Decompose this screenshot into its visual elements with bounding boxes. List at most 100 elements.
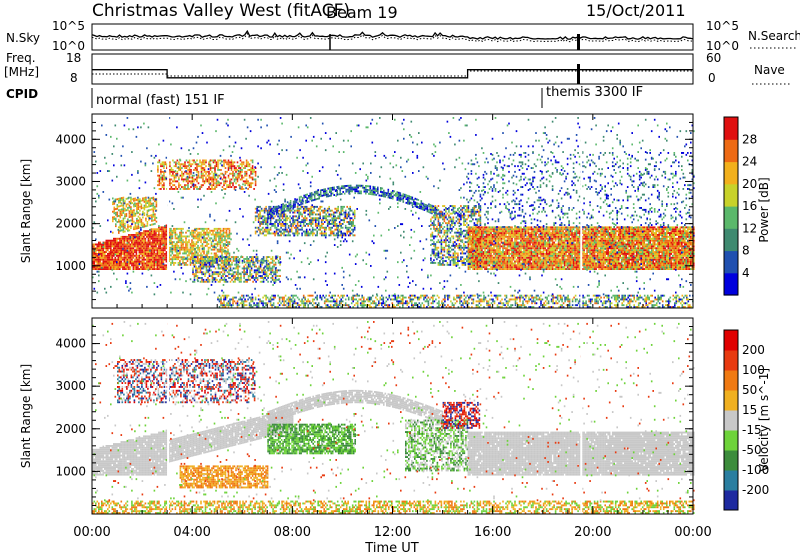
- power-cell: [458, 237, 461, 240]
- power-cell: [479, 222, 482, 225]
- power-cell: [206, 180, 209, 183]
- power-cell: [125, 262, 127, 265]
- power-cell: [484, 264, 486, 267]
- power-cell: [271, 232, 273, 235]
- power-cell: [485, 266, 488, 269]
- power-cell: [214, 186, 216, 188]
- power-cell: [476, 256, 479, 259]
- power-cell: [108, 266, 111, 269]
- power-cell: [220, 172, 222, 175]
- power-cell: [190, 165, 192, 168]
- power-cell: [458, 218, 461, 221]
- power-cell: [431, 208, 434, 211]
- power-cell: [208, 273, 211, 276]
- power-cell: [173, 176, 176, 179]
- power-cell: [490, 245, 492, 248]
- power-cell: [479, 251, 482, 253]
- power-cell: [205, 265, 208, 268]
- power-cell: [129, 266, 132, 269]
- power-cell: [137, 215, 140, 218]
- power-cell: [265, 258, 268, 260]
- power-cell: [473, 207, 476, 209]
- power-cell: [252, 258, 254, 260]
- power-cell: [320, 223, 323, 225]
- power-cell: [197, 237, 199, 240]
- power-cell: [226, 170, 228, 173]
- power-cell: [134, 245, 136, 248]
- power-cell: [292, 207, 294, 210]
- power-cell: [445, 243, 447, 245]
- power-cell: [171, 258, 174, 261]
- power-cell: [496, 256, 498, 259]
- power-cell: [347, 223, 350, 225]
- power-cell: [487, 253, 489, 255]
- power-cell: [434, 216, 437, 219]
- power-cell: [215, 233, 217, 236]
- power-cell: [309, 192, 311, 195]
- power-cell: [270, 271, 272, 274]
- power-cell: [207, 278, 209, 281]
- power-cell: [137, 256, 139, 259]
- power-cell: [211, 176, 213, 179]
- power-cell: [123, 253, 126, 255]
- power-cell: [347, 215, 350, 218]
- power-cell: [242, 180, 245, 183]
- power-cell: [107, 241, 109, 244]
- power-cell: [434, 243, 437, 245]
- power-cell: [276, 205, 278, 208]
- power-cell: [322, 192, 325, 195]
- power-cell: [300, 195, 302, 198]
- power-cell: [215, 231, 217, 234]
- power-cell: [142, 199, 144, 202]
- power-cell: [119, 251, 121, 253]
- power-cell: [437, 205, 440, 207]
- power-cell: [150, 258, 153, 261]
- power-cell: [212, 180, 215, 183]
- power-cell: [179, 260, 181, 262]
- power-cell: [137, 235, 139, 238]
- power-cell: [134, 241, 136, 244]
- power-cell: [271, 275, 274, 277]
- power-cell: [184, 165, 186, 168]
- power-cell: [246, 278, 248, 281]
- power-cell: [200, 169, 203, 171]
- power-cell: [143, 197, 146, 199]
- power-cell: [225, 278, 227, 281]
- power-cell: [343, 221, 345, 223]
- power-cell: [323, 215, 326, 218]
- power-cell: [140, 237, 142, 240]
- power-cell: [202, 176, 204, 179]
- power-cell: [153, 230, 156, 233]
- power-cell: [299, 213, 302, 216]
- power-cell: [398, 191, 400, 194]
- power-cell: [276, 209, 278, 212]
- power-cell: [131, 198, 134, 201]
- power-cell: [317, 228, 320, 231]
- power-cell: [210, 243, 213, 245]
- power-cell: [153, 228, 156, 231]
- power-cell: [215, 163, 218, 166]
- power-cell: [223, 256, 226, 258]
- power-cell: [245, 172, 248, 175]
- power-cell: [172, 184, 174, 187]
- power-cell: [169, 180, 171, 183]
- power-cell: [458, 210, 461, 213]
- power-cell: [290, 226, 293, 229]
- power-cell: [161, 235, 163, 238]
- power-cell: [143, 206, 146, 209]
- power-cell: [216, 254, 219, 257]
- power-cell: [448, 258, 450, 261]
- power-cell: [485, 254, 488, 257]
- power-cell: [463, 263, 465, 266]
- power-cell: [195, 271, 197, 274]
- power-cell: [240, 277, 242, 279]
- power-cell: [243, 265, 245, 268]
- power-cell: [283, 232, 285, 235]
- power-cell: [180, 237, 183, 240]
- power-cell: [317, 213, 320, 216]
- power-cell: [114, 268, 117, 270]
- power-cell: [310, 213, 312, 216]
- power-cell: [347, 226, 350, 229]
- power-cell: [135, 264, 138, 267]
- power-cell: [186, 250, 189, 253]
